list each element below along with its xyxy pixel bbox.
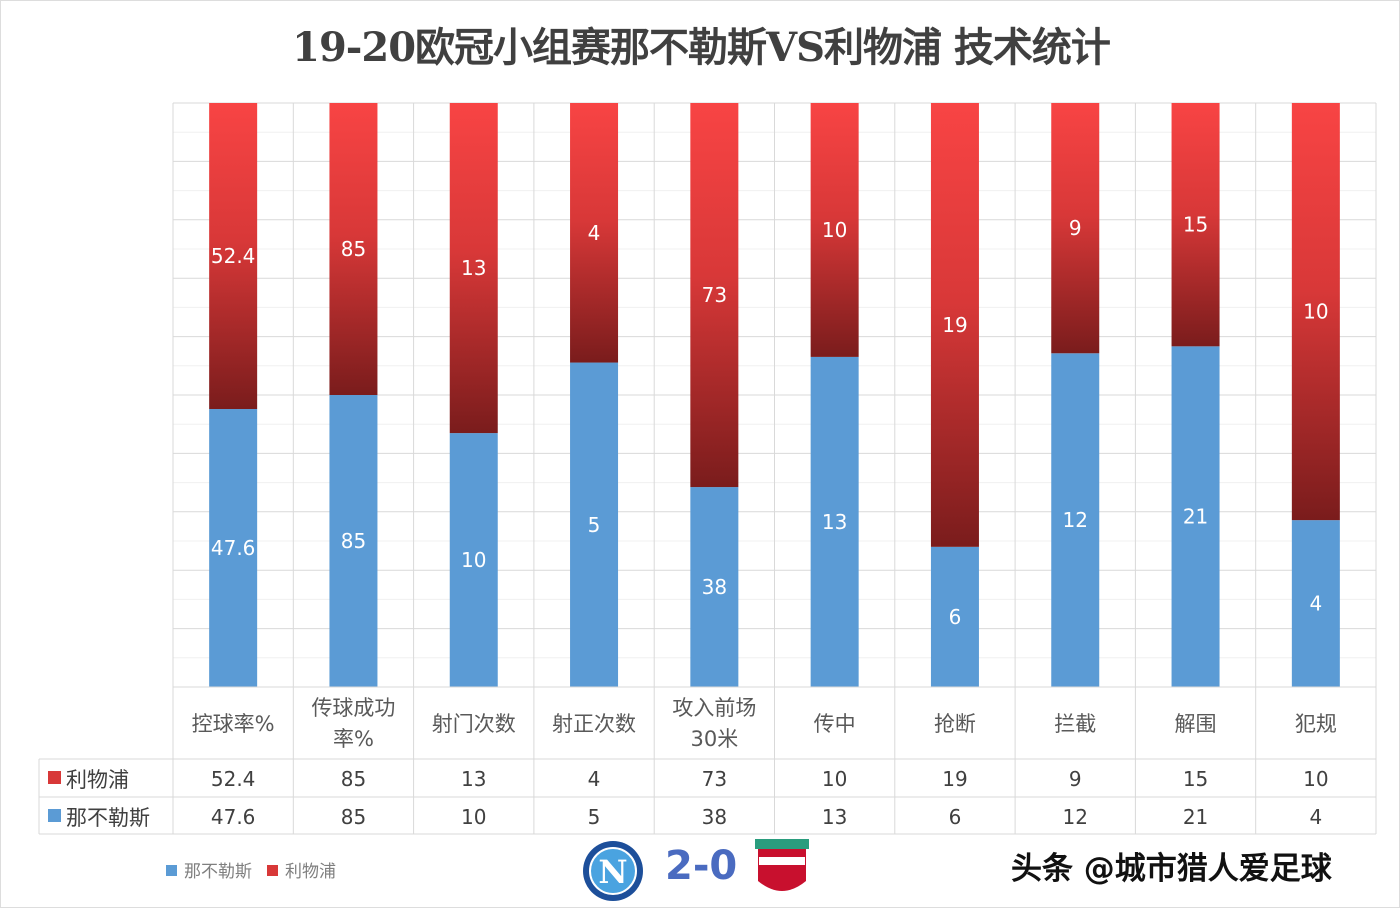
table-cell-napoli: 6 bbox=[949, 805, 962, 829]
bar-liverpool bbox=[570, 103, 619, 363]
data-label-liverpool: 4 bbox=[588, 221, 601, 245]
legend-key-liverpool bbox=[48, 771, 61, 784]
bar-napoli bbox=[209, 409, 258, 687]
data-label-napoli: 12 bbox=[1063, 508, 1088, 532]
bar-liverpool bbox=[1051, 103, 1100, 354]
legend-swatch-napoli bbox=[166, 865, 177, 876]
bar-napoli bbox=[1291, 520, 1340, 687]
data-label-napoli: 6 bbox=[949, 605, 962, 629]
bar-liverpool bbox=[690, 103, 739, 488]
data-label-liverpool: 9 bbox=[1069, 216, 1082, 240]
row-header-napoli: 那不勒斯 bbox=[66, 806, 150, 830]
data-label-napoli: 85 bbox=[341, 529, 366, 553]
data-label-liverpool: 13 bbox=[461, 256, 486, 280]
bar-napoli bbox=[690, 487, 739, 687]
bar-napoli bbox=[449, 433, 498, 687]
data-label-liverpool: 73 bbox=[702, 283, 727, 307]
table-cell-napoli: 13 bbox=[822, 805, 847, 829]
category-label: 犯规 bbox=[1295, 712, 1337, 736]
category-label: 解围 bbox=[1175, 712, 1217, 736]
table-cell-liverpool: 10 bbox=[822, 767, 847, 791]
bar-napoli bbox=[930, 546, 979, 687]
category-label: 抢断 bbox=[934, 712, 976, 736]
bar-napoli bbox=[329, 395, 378, 687]
table-cell-liverpool: 4 bbox=[588, 767, 601, 791]
data-label-napoli: 47.6 bbox=[211, 536, 256, 560]
category-label: 拦截 bbox=[1054, 712, 1096, 736]
bar-liverpool bbox=[329, 103, 378, 395]
bar-liverpool bbox=[209, 103, 258, 410]
data-label-napoli: 21 bbox=[1183, 505, 1208, 529]
data-label-liverpool: 15 bbox=[1183, 213, 1208, 237]
data-label-napoli: 38 bbox=[702, 575, 727, 599]
table-cell-liverpool: 10 bbox=[1303, 767, 1328, 791]
watermark: 头条 @城市猎人爱足球 bbox=[1011, 851, 1332, 887]
table-cell-liverpool: 52.4 bbox=[211, 767, 256, 791]
data-label-liverpool: 85 bbox=[341, 237, 366, 261]
category-label: 射门次数 bbox=[432, 712, 516, 736]
category-label: 射正次数 bbox=[552, 712, 636, 736]
legend-swatch-liverpool bbox=[267, 865, 278, 876]
data-label-liverpool: 10 bbox=[822, 218, 847, 242]
table-cell-napoli: 85 bbox=[341, 805, 366, 829]
table-cell-napoli: 38 bbox=[702, 805, 727, 829]
table-cell-napoli: 21 bbox=[1183, 805, 1208, 829]
data-label-napoli: 13 bbox=[822, 510, 847, 534]
table-cell-napoli: 4 bbox=[1309, 805, 1322, 829]
legend-label-liverpool: 利物浦 bbox=[285, 862, 336, 882]
legend-label-napoli: 那不勒斯 bbox=[184, 862, 252, 882]
bar-napoli bbox=[570, 362, 619, 687]
svg-text:N: N bbox=[598, 853, 627, 891]
data-label-napoli: 4 bbox=[1309, 592, 1322, 616]
data-label-napoli: 10 bbox=[461, 548, 486, 572]
table-cell-napoli: 47.6 bbox=[211, 805, 256, 829]
match-score: 2-0 bbox=[665, 843, 738, 889]
category-label: 传球成功率% bbox=[311, 696, 395, 751]
legend-key-napoli bbox=[48, 809, 61, 822]
bar-liverpool bbox=[810, 103, 859, 357]
bar-napoli bbox=[810, 356, 859, 687]
category-label: 控球率% bbox=[192, 712, 275, 736]
data-label-liverpool: 10 bbox=[1303, 300, 1328, 324]
bar-liverpool bbox=[1171, 103, 1220, 347]
table-cell-liverpool: 19 bbox=[942, 767, 967, 791]
chart-title: 19-20欧冠小组赛那不勒斯VS利物浦 技术统计 bbox=[292, 24, 1111, 71]
bar-liverpool bbox=[930, 103, 979, 547]
table-cell-liverpool: 85 bbox=[341, 767, 366, 791]
liverpool-logo-icon bbox=[755, 839, 809, 891]
data-label-liverpool: 19 bbox=[942, 313, 967, 337]
table-cell-liverpool: 73 bbox=[702, 767, 727, 791]
data-label-liverpool: 52.4 bbox=[211, 244, 256, 268]
napoli-logo-icon: N bbox=[583, 841, 643, 901]
row-header-liverpool: 利物浦 bbox=[66, 768, 129, 792]
bar-napoli bbox=[1171, 346, 1220, 687]
table-cell-napoli: 5 bbox=[588, 805, 601, 829]
data-label-napoli: 5 bbox=[588, 513, 601, 537]
table-cell-napoli: 12 bbox=[1063, 805, 1088, 829]
table-cell-liverpool: 9 bbox=[1069, 767, 1082, 791]
bar-napoli bbox=[1051, 353, 1100, 687]
table-cell-napoli: 10 bbox=[461, 805, 486, 829]
bar-liverpool bbox=[449, 103, 498, 434]
table-cell-liverpool: 13 bbox=[461, 767, 486, 791]
category-label: 攻入前场 30米 bbox=[672, 696, 756, 751]
category-label: 传中 bbox=[814, 712, 856, 736]
table-cell-liverpool: 15 bbox=[1183, 767, 1208, 791]
bar-liverpool bbox=[1291, 103, 1340, 521]
